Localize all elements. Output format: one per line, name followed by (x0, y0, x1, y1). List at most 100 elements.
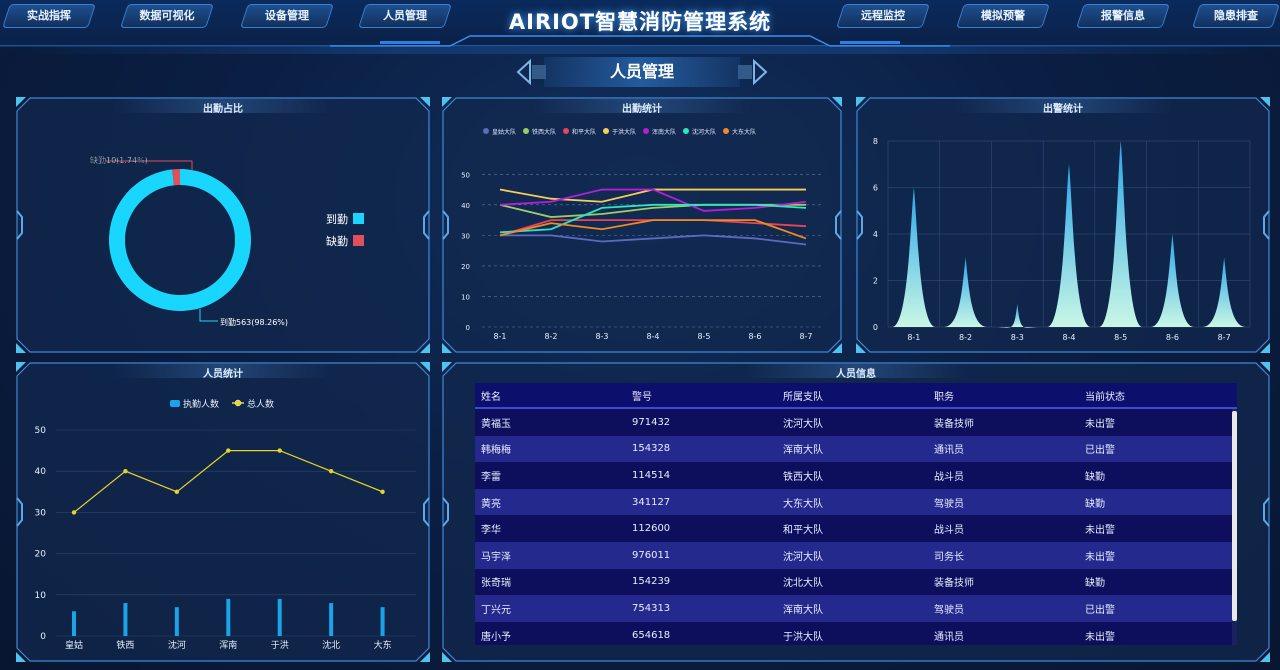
corner-accent (442, 97, 452, 107)
panel-title: 出勤统计 (622, 104, 662, 115)
x-tick-label: 8-3 (1011, 333, 1024, 342)
panel-title-background (113, 99, 333, 113)
bar (226, 598, 231, 636)
leader-line (199, 309, 218, 322)
cell-position: 装备技师 (934, 578, 974, 590)
table-header-row: 姓名 警号 所属支队 职务 当前状态 (475, 383, 1237, 409)
table-row[interactable]: 唐小予 654618 于洪大队 通讯员 未出警 (475, 621, 1237, 645)
table-row[interactable]: 黄福玉 971432 沈河大队 装备技师 未出警 (475, 409, 1237, 436)
x-tick-label: 8-2 (544, 332, 557, 341)
side-notch (423, 210, 430, 240)
line-point (123, 469, 128, 474)
pie-slice (109, 169, 252, 311)
corner-accent (856, 97, 866, 107)
cell-name: 黄亮 (481, 498, 501, 510)
y-tick-label: 50 (35, 426, 47, 436)
cell-name: 张奇瑞 (481, 578, 511, 590)
cell-position: 战斗员 (934, 525, 964, 537)
cell-badge-number: 154328 (632, 443, 671, 455)
panel-frame (856, 97, 1270, 353)
x-tick-label: 沈河 (168, 639, 186, 651)
cell-name: 李华 (481, 525, 501, 537)
legend-dot (523, 128, 529, 134)
table-row[interactable]: 丁兴元 754313 浑南大队 驾驶员 已出警 (475, 595, 1237, 622)
table-body: 黄福玉 971432 沈河大队 装备技师 未出警 韩梅梅 154328 浑南大队 通讯员 已出警李… (475, 409, 1237, 645)
cell-badge-number: 112600 (632, 523, 671, 535)
x-tick-label: 8-1 (493, 332, 506, 341)
table-scrollbar-thumb[interactable] (1232, 411, 1237, 621)
table-row[interactable]: 李华 112600 和平大队 战斗员 未出警 (475, 515, 1237, 542)
legend-dot (234, 399, 242, 407)
corner-accent (16, 343, 26, 353)
table-row[interactable]: 张奇瑞 154239 沈北大队 装备技师 缺勤 (475, 568, 1237, 596)
panel-title: 出警统计 (1043, 104, 1083, 115)
page-header-arrows (516, 58, 768, 86)
cell-name: 唐小予 (481, 631, 511, 643)
x-tick-label: 沈北 (322, 639, 340, 651)
series-line (500, 234, 807, 246)
cell-brigade: 沈河大队 (783, 418, 823, 430)
corner-accent (420, 362, 430, 372)
side-notch (1263, 497, 1270, 527)
line-point (71, 510, 77, 515)
corner-accent (1260, 652, 1270, 662)
cell-brigade: 铁西大队 (783, 471, 823, 483)
corner-accent (1260, 362, 1270, 372)
legend-dot (483, 128, 489, 134)
column-header-badge-number[interactable]: 警号 (632, 391, 652, 403)
column-header-position[interactable]: 职务 (934, 391, 954, 403)
cell-brigade: 沈北大队 (783, 578, 823, 590)
panel-title: 出勤占比 (203, 104, 243, 115)
legend-dot (723, 128, 729, 134)
cell-status: 未出警 (1085, 551, 1115, 563)
legend-label: 和平大队 (572, 128, 596, 136)
y-tick-label: 40 (35, 467, 47, 477)
cell-status: 未出警 (1085, 631, 1115, 643)
side-notch (856, 210, 863, 240)
side-notch (16, 497, 23, 527)
x-tick-label: 8-3 (595, 332, 608, 341)
cell-status: 未出警 (1085, 418, 1115, 430)
corner-accent (442, 652, 452, 662)
table-row[interactable]: 韩梅梅 154328 浑南大队 通讯员 已出警 (475, 435, 1237, 463)
corner-accent (442, 343, 452, 353)
line-point (328, 469, 334, 474)
series-line (73, 449, 383, 513)
corner-accent (1260, 343, 1270, 353)
panel-border (442, 97, 842, 353)
cell-brigade: 和平大队 (783, 525, 823, 537)
pie-slice (172, 169, 180, 186)
cell-badge-number: 341127 (632, 496, 671, 508)
table-row[interactable]: 马宇泽 976011 沈河大队 司务长 未出警 (475, 541, 1237, 569)
cell-name: 李雷 (481, 471, 501, 483)
table-row[interactable]: 黄亮 341127 大东大队 驾驶员 缺勤 (475, 488, 1237, 516)
legend-label: 执勤人数 (183, 398, 219, 410)
y-tick-label: 10 (461, 293, 470, 301)
slice-label: 缺勤10(1.74%) (90, 155, 148, 165)
legend-swatch (170, 400, 180, 407)
corner-accent (856, 343, 866, 353)
cell-badge-number: 754313 (632, 602, 671, 614)
x-tick-label: 8-2 (959, 333, 972, 342)
y-tick-label: 4 (873, 230, 878, 239)
column-header-name[interactable]: 姓名 (481, 391, 501, 403)
cell-badge-number: 114514 (632, 469, 671, 481)
y-tick-label: 6 (873, 184, 878, 193)
column-header-brigade[interactable]: 所属支队 (783, 391, 823, 403)
x-tick-label: 8-1 (907, 333, 920, 342)
table-row[interactable]: 李雷 114514 铁西大队 战斗员 缺勤 (475, 462, 1237, 489)
side-notch (1263, 210, 1270, 240)
dispatch-area-chart: 0 2 4 6 8 8-1 8-2 8-3 8-4 8-5 8-6 8-7 (873, 137, 1251, 342)
personnel-stats-panel: 人员统计 执勤人数 总人数 0 10 20 30 40 50 皇姑 铁西 沈河 浑南 于洪 沈北 大东 (16, 362, 430, 662)
bar (380, 607, 385, 636)
attendance-stats-panel: 出勤统计 皇姑大队 铁西大队 和平大队 于洪大队 浑南大队 沈河大队 大东大队 0 10 20 30… (442, 97, 842, 353)
legend-swatch (353, 235, 364, 246)
title-decoration (0, 35, 1280, 47)
column-header-status[interactable]: 当前状态 (1085, 391, 1125, 403)
corner-accent (420, 343, 430, 353)
y-tick-label: 20 (35, 550, 47, 560)
cell-name: 马宇泽 (481, 551, 511, 563)
cell-name: 韩梅梅 (481, 445, 511, 457)
cell-position: 装备技师 (934, 418, 974, 430)
